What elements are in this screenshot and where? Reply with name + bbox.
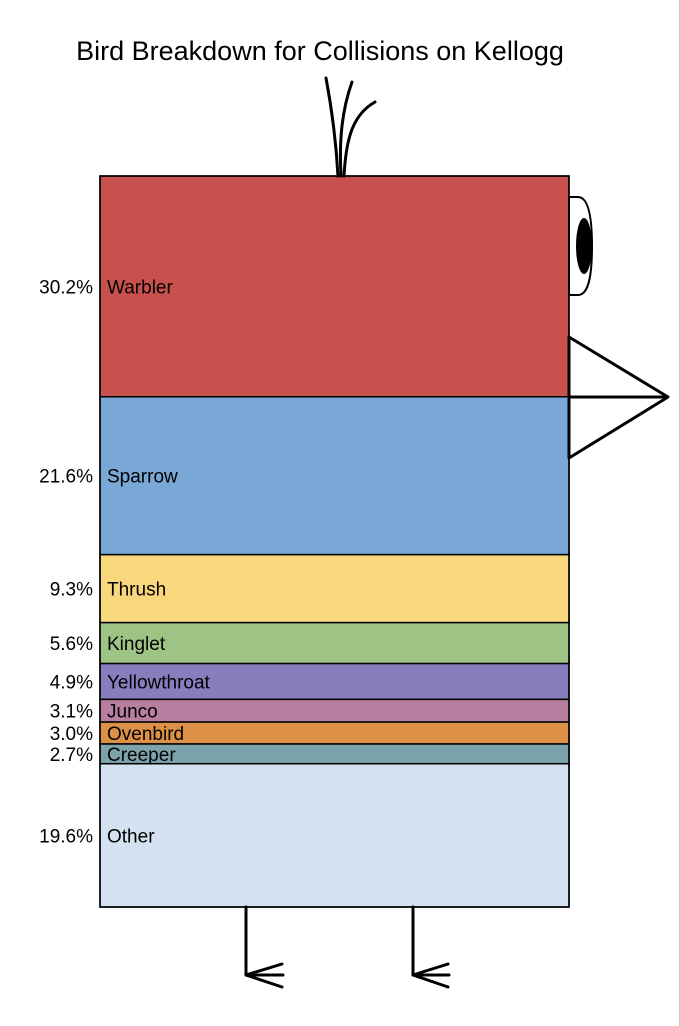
- segment-kinglet: [99, 621, 570, 665]
- value-label-sparrow: 21.6%: [39, 467, 93, 488]
- category-label-junco: Junco: [107, 702, 158, 723]
- category-label-creeper: Creeper: [107, 745, 176, 766]
- category-label-sparrow: Sparrow: [107, 467, 178, 488]
- segment-thrush: [99, 553, 570, 624]
- bird-body-outline: [99, 175, 570, 908]
- bird-legs-icon: [244, 905, 451, 989]
- value-label-yellowthroat: 4.9%: [50, 672, 93, 693]
- value-label-thrush: 9.3%: [50, 580, 93, 601]
- segment-junco: [99, 698, 570, 723]
- category-label-yellowthroat: Yellowthroat: [107, 672, 211, 693]
- segment-other: [99, 762, 570, 908]
- bird-crest-icon: [324, 76, 377, 178]
- segment-warbler: [99, 175, 570, 398]
- chart-title: Bird Breakdown for Collisions on Kellogg: [76, 36, 564, 66]
- category-label-other: Other: [107, 826, 155, 847]
- chart-segments: 30.2% Warbler 21.6% Sparrow 9.3% Thrush 5.6% Ki…: [39, 175, 570, 908]
- category-label-warbler: Warbler: [107, 277, 173, 298]
- category-label-thrush: Thrush: [107, 580, 166, 601]
- category-label-ovenbird: Ovenbird: [107, 724, 184, 745]
- value-label-kinglet: 5.6%: [50, 634, 93, 655]
- value-label-warbler: 30.2%: [39, 277, 93, 298]
- value-label-other: 19.6%: [39, 826, 93, 847]
- bird-eye-icon: [568, 196, 594, 296]
- value-label-ovenbird: 3.0%: [50, 724, 93, 745]
- value-label-creeper: 2.7%: [50, 745, 93, 766]
- value-label-junco: 3.1%: [50, 702, 93, 723]
- segment-sparrow: [99, 396, 570, 556]
- category-label-kinglet: Kinglet: [107, 634, 166, 655]
- bird-beak-icon: [567, 335, 670, 460]
